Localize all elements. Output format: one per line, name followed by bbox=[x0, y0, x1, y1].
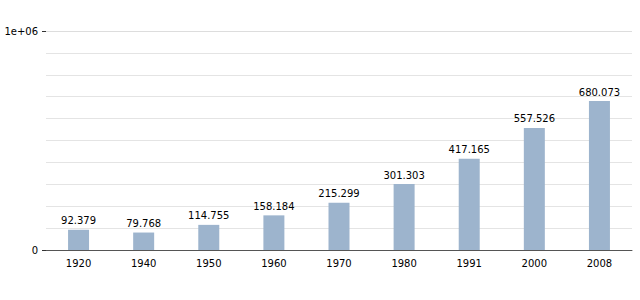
svg-text:557.526: 557.526 bbox=[514, 113, 555, 124]
svg-text:1980: 1980 bbox=[391, 258, 416, 269]
svg-text:1e+06: 1e+06 bbox=[4, 26, 38, 37]
svg-text:158.184: 158.184 bbox=[253, 201, 294, 212]
svg-text:1960: 1960 bbox=[261, 258, 286, 269]
svg-text:680.073: 680.073 bbox=[579, 87, 620, 98]
svg-text:79.768: 79.768 bbox=[126, 218, 161, 229]
svg-text:0: 0 bbox=[32, 245, 38, 256]
svg-text:1950: 1950 bbox=[196, 258, 221, 269]
svg-text:2008: 2008 bbox=[587, 258, 612, 269]
svg-text:301.303: 301.303 bbox=[383, 170, 424, 181]
svg-text:417.165: 417.165 bbox=[449, 144, 490, 155]
svg-text:1991: 1991 bbox=[456, 258, 481, 269]
svg-text:2000: 2000 bbox=[522, 258, 547, 269]
svg-text:114.755: 114.755 bbox=[188, 210, 229, 221]
svg-text:1940: 1940 bbox=[131, 258, 156, 269]
svg-text:92.379: 92.379 bbox=[61, 215, 96, 226]
svg-text:1970: 1970 bbox=[326, 258, 351, 269]
svg-text:1920: 1920 bbox=[66, 258, 91, 269]
svg-text:215.299: 215.299 bbox=[318, 188, 359, 199]
